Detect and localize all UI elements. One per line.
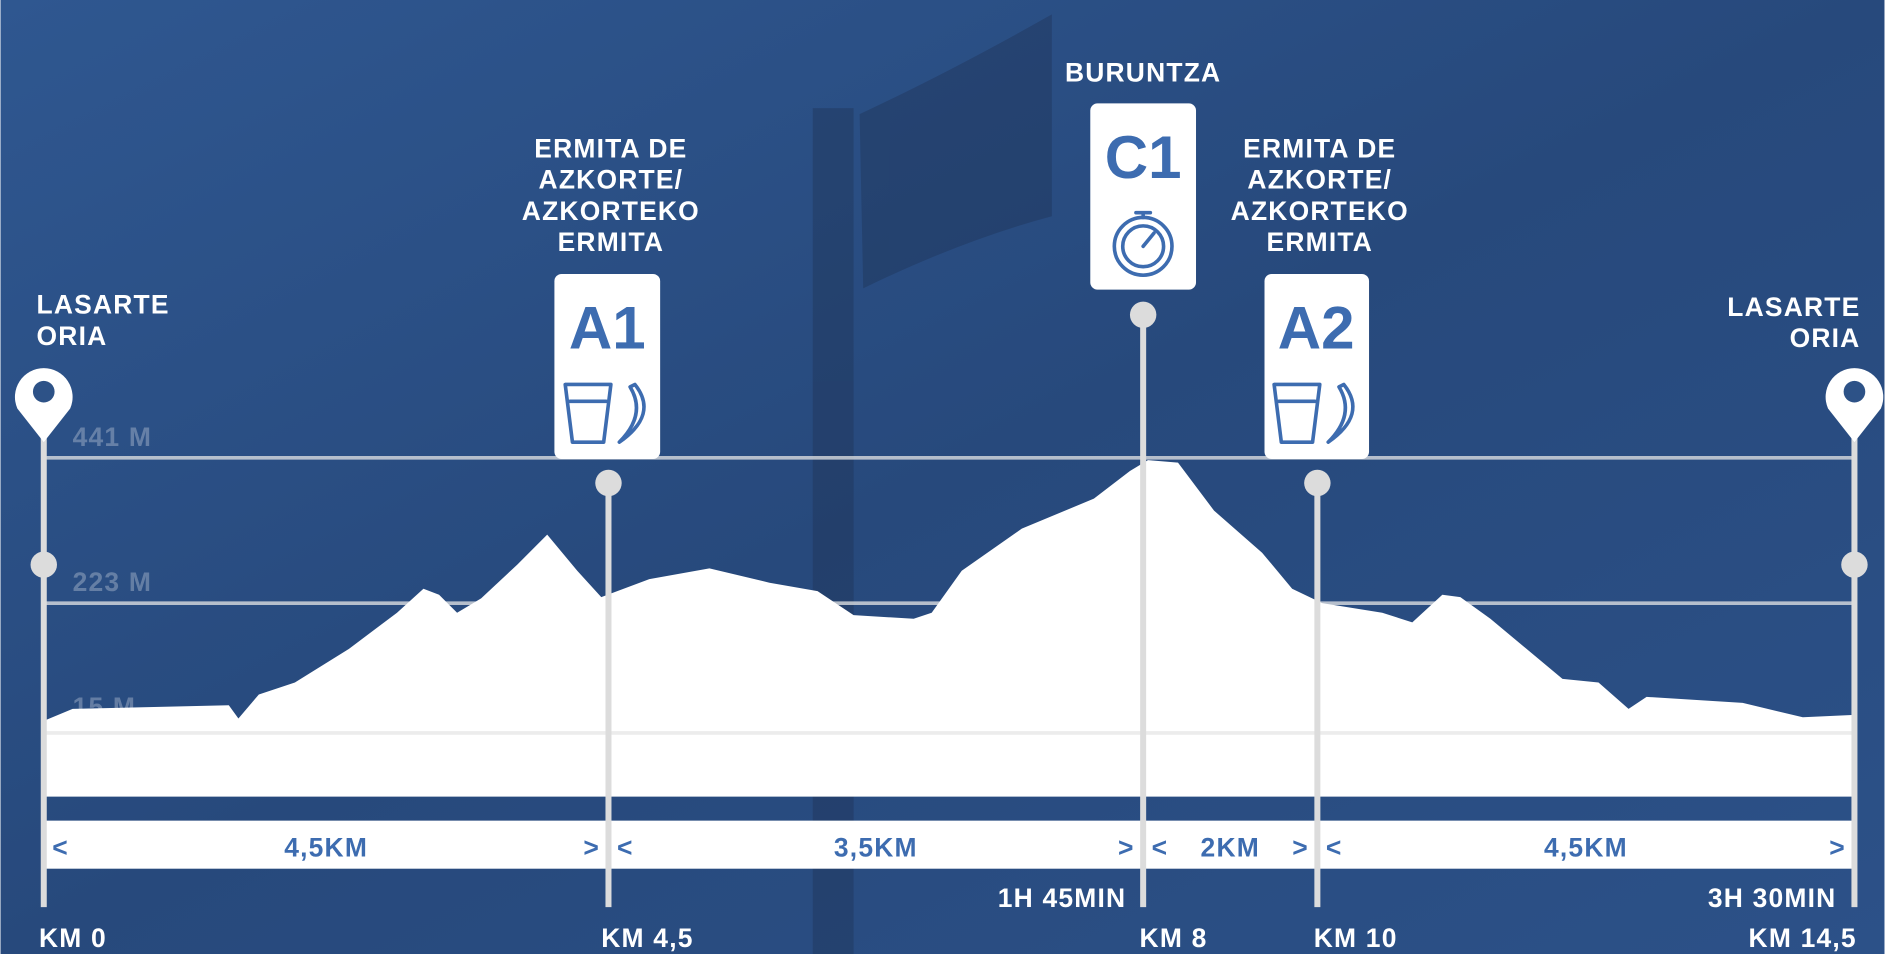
station-box: A1	[554, 273, 661, 459]
segments: 4,5KM < >3,5KM < >2KM < >4,5KM < >	[52, 833, 1846, 863]
station-name: ERMITA DE	[534, 133, 687, 163]
station-name: ERMITA DE	[1243, 133, 1396, 163]
km-label: KM 0	[39, 923, 107, 953]
segment-arrow: <	[1326, 833, 1343, 863]
segment-arrow: >	[1829, 833, 1846, 863]
station-name: AZKORTE/	[539, 165, 684, 195]
segment-distance: 4,5KM	[284, 833, 368, 863]
elevation-label: 441 M	[73, 422, 152, 452]
station-name: ERMITA	[558, 227, 665, 257]
elevation-label: 223 M	[73, 567, 152, 597]
flag-silhouette	[812, 14, 1052, 954]
km-label: KM 10	[1314, 923, 1398, 953]
segment-distance: 2KM	[1201, 833, 1260, 863]
segment-arrow: <	[1152, 833, 1169, 863]
finish-label: ORIA	[1790, 323, 1861, 353]
station-name: AZKORTEKO	[522, 196, 700, 226]
station-code: A2	[1278, 294, 1355, 361]
km-label: KM 14,5	[1749, 923, 1857, 953]
station-box: C1	[1090, 103, 1197, 290]
segment-strip	[43, 820, 1855, 869]
poles	[14, 301, 1884, 908]
segment-arrow: <	[52, 833, 69, 863]
km-label: KM 8	[1140, 923, 1208, 953]
time-label: 3H 30MIN	[1708, 883, 1837, 913]
segment-distance: 4,5KM	[1544, 833, 1628, 863]
station-box: A2	[1264, 273, 1370, 459]
time-label: 1H 45MIN	[998, 883, 1127, 913]
finish-label: LASARTE	[1727, 292, 1860, 322]
start-label: LASARTE	[37, 290, 170, 320]
station-name: ERMITA	[1267, 227, 1374, 257]
profile-area	[43, 460, 1855, 797]
station-name: AZKORTEKO	[1231, 196, 1409, 226]
station-name: BURUNTZA	[1065, 58, 1221, 88]
segment-arrow: >	[1292, 833, 1309, 863]
elevation-label: 15 M	[73, 692, 137, 722]
segment-arrow: >	[1118, 833, 1135, 863]
station-name: AZKORTE/	[1247, 165, 1392, 195]
station-code: A1	[569, 294, 646, 361]
km-label: KM 4,5	[601, 923, 693, 953]
segment-arrow: <	[617, 833, 634, 863]
station-code: C1	[1105, 124, 1182, 191]
segment-arrow: >	[583, 833, 600, 863]
start-label: ORIA	[37, 321, 108, 351]
segment-distance: 3,5KM	[834, 833, 918, 863]
